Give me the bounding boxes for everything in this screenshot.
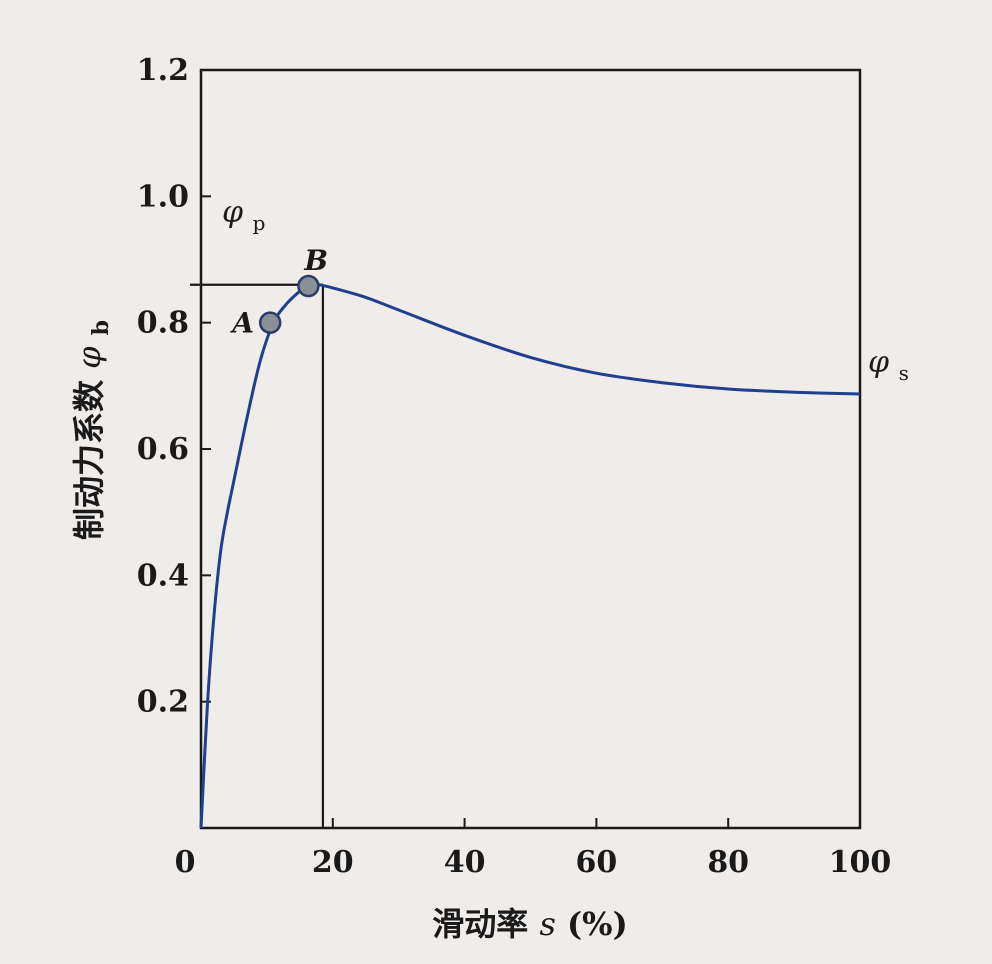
- y-axis-title-subscript: b: [88, 320, 114, 335]
- y-axis-title-symbol: φ: [70, 346, 108, 369]
- y-axis-title: 制动力系数 φ b: [70, 320, 114, 540]
- y-tick-label: 0.2: [137, 685, 189, 720]
- phi-p-symbol: φ: [222, 195, 243, 230]
- x-axis-title-unit: (%): [567, 905, 628, 943]
- highlight-points: AB: [229, 244, 328, 340]
- y-tick-label: 0.6: [137, 432, 189, 467]
- plot-frame: [199, 68, 862, 830]
- phi-s-symbol: φ: [868, 345, 889, 380]
- y-axis-title-text: 制动力系数: [70, 379, 108, 540]
- x-tick-label: 80: [707, 845, 749, 880]
- x-tick-label: 40: [444, 845, 486, 880]
- phi-s-subscript: s: [899, 361, 909, 385]
- x-tick-label: 20: [312, 845, 354, 880]
- point-a-label: A: [229, 307, 254, 340]
- reference-lines: [190, 283, 325, 828]
- y-tick-label: 0.4: [137, 558, 189, 593]
- point-b-label: B: [303, 244, 328, 277]
- phi-p-subscript: p: [253, 211, 266, 235]
- x-tick-label: 0: [175, 845, 196, 880]
- phi-p-annotation: φ p: [222, 195, 265, 235]
- phi-s-annotation: φ s: [868, 345, 909, 385]
- x-axis-title-text: 滑动率: [432, 905, 528, 943]
- x-tick-label: 100: [829, 845, 892, 880]
- point-a-marker: [258, 311, 282, 334]
- y-tick-label: 0.8: [137, 306, 189, 341]
- braking-curve-line: [199, 282, 861, 829]
- axes-layer: [199, 68, 862, 830]
- series-layer: [199, 282, 861, 829]
- point-b-marker: [297, 274, 320, 298]
- y-tick-label: 1.0: [137, 179, 189, 214]
- x-axis-title-variable: s: [539, 905, 555, 943]
- tick-labels: 0.2 0.4 0.6 0.8 1.0 1.2 0 20 40 60 80 100: [137, 53, 892, 880]
- x-axis-title: 滑动率 s (%): [432, 905, 627, 943]
- x-tick-label: 60: [576, 845, 618, 880]
- y-tick-label: 1.2: [137, 53, 189, 88]
